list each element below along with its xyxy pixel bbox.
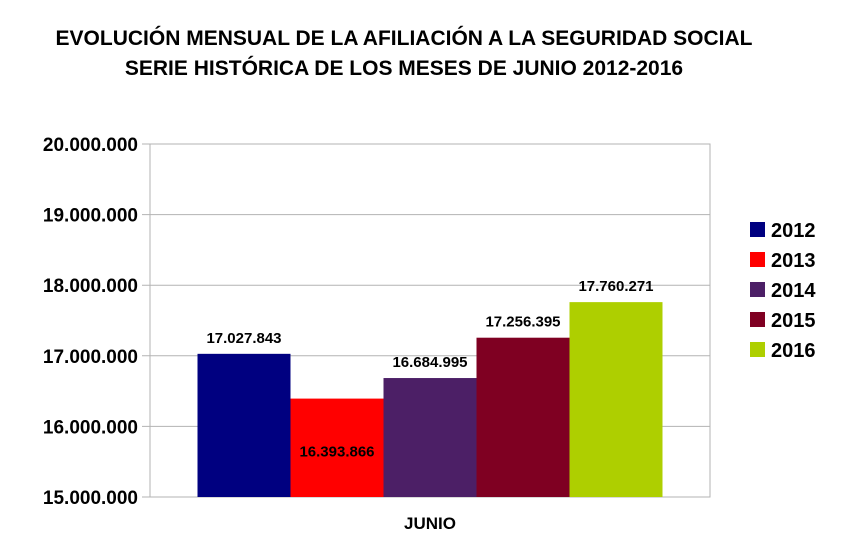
y-tick-label: 19.000.000 [43,206,138,227]
bar-2014 [383,378,477,497]
legend-label-2012: 2012 [771,220,816,242]
legend-label-2016: 2016 [771,340,816,362]
y-tick-label: 20.000.000 [43,135,138,156]
bar-2012 [197,353,291,497]
bar-2015 [476,337,570,497]
legend-swatch-2013 [750,252,765,267]
legend-label-2015: 2015 [771,310,816,332]
chart-title: EVOLUCIÓN MENSUAL DE LA AFILIACIÓN A LA … [56,26,753,50]
bars [197,302,663,497]
y-tick-label: 15.000.000 [43,488,138,509]
legend-label-2014: 2014 [771,280,816,302]
axes: 15.000.000 16.000.000 17.000.000 18.000.000… [43,135,456,533]
data-label-2013: 16.393.866 [299,444,374,461]
x-category-label: JUNIO [404,514,456,533]
legend-swatch-2015 [750,312,765,327]
data-label-2014: 16.684.995 [392,354,467,371]
legend: 2012 2013 2014 2015 2016 [750,220,816,362]
legend-label-2013: 2013 [771,250,816,272]
data-label-2015: 17.256.395 [485,314,560,331]
bar-2013 [290,398,384,497]
y-tick-label: 17.000.000 [43,347,138,368]
legend-swatch-2014 [750,282,765,297]
legend-swatch-2012 [750,222,765,237]
data-label-2016: 17.760.271 [578,278,653,295]
bar-2016 [569,302,663,497]
y-tick-label: 16.000.000 [43,417,138,438]
chart-subtitle: SERIE HISTÓRICA DE LOS MESES DE JUNIO 20… [125,56,683,80]
data-labels: 17.027.843 16.393.866 16.684.995 17.256.395… [206,278,653,460]
data-label-2012: 17.027.843 [206,330,281,347]
y-tick-label: 18.000.000 [43,276,138,297]
legend-swatch-2016 [750,342,765,357]
